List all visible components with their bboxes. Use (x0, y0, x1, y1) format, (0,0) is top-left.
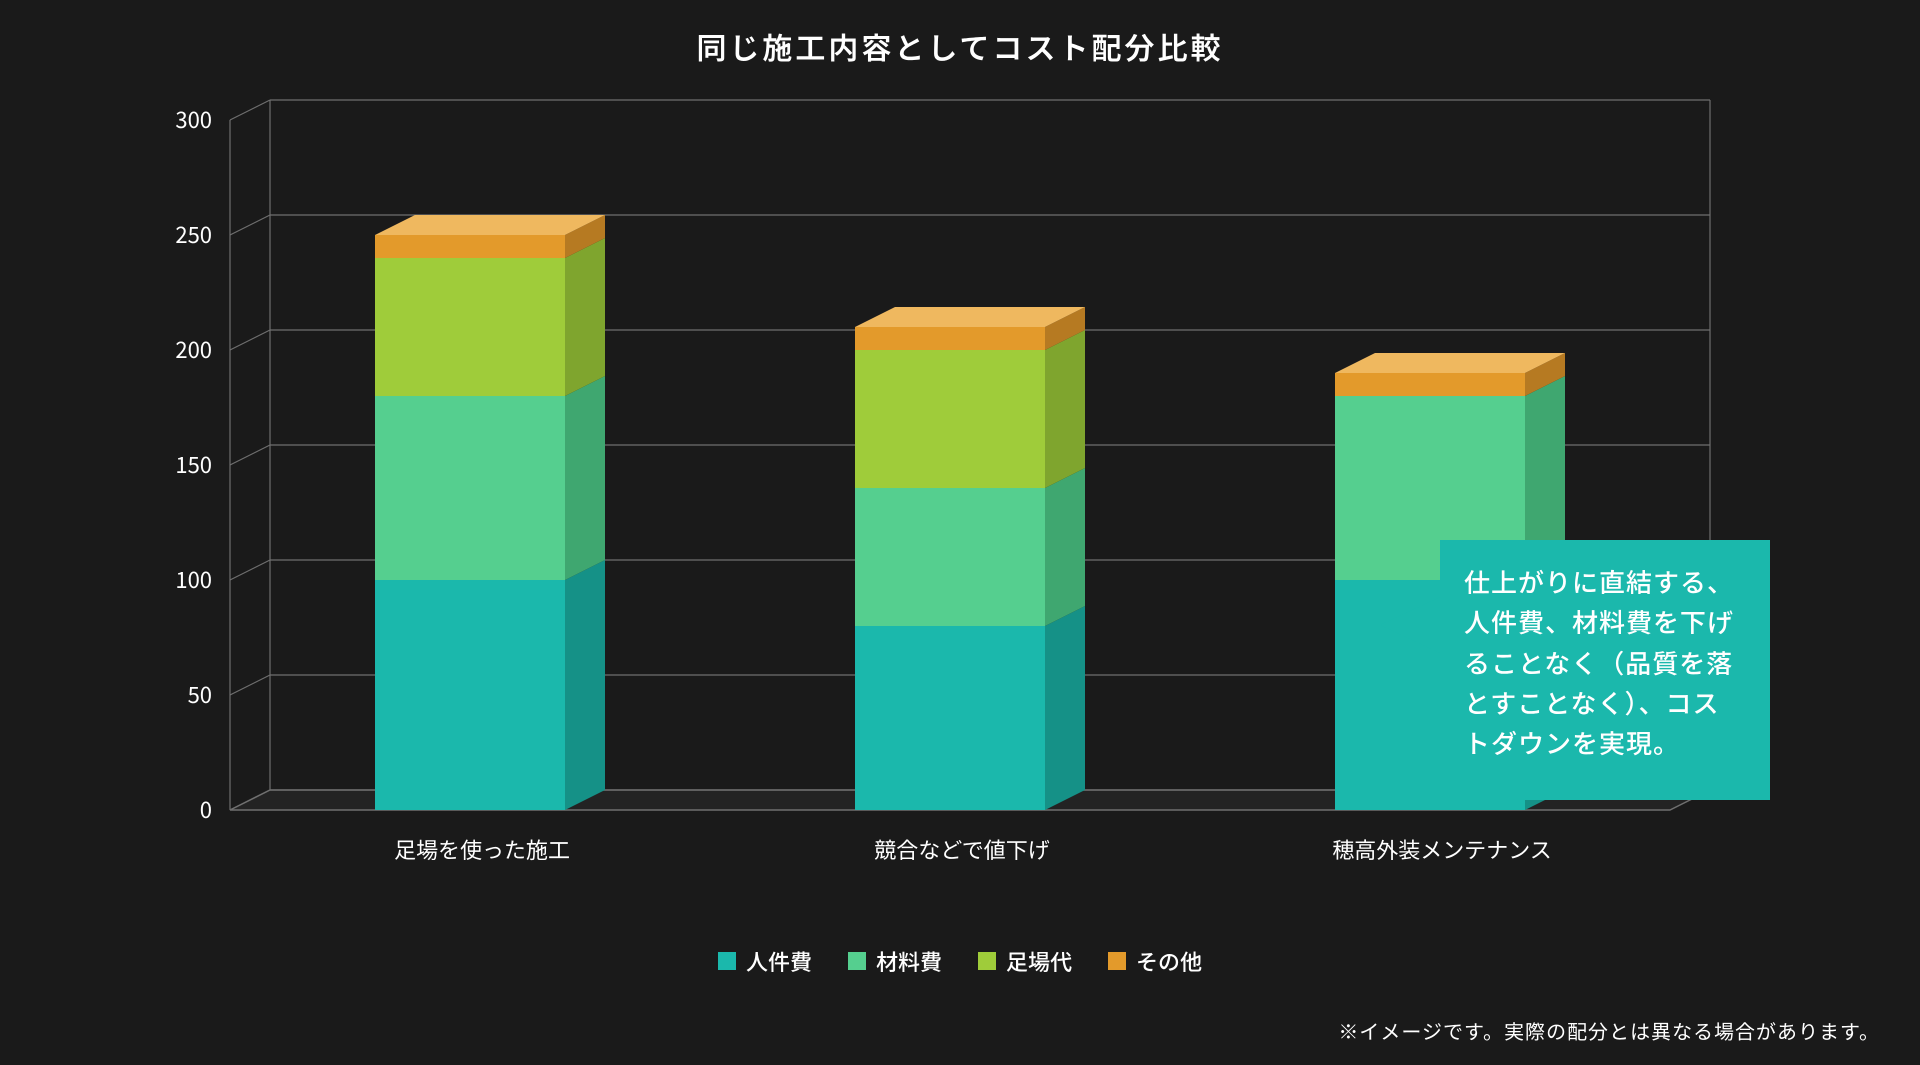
svg-text:300: 300 (175, 103, 212, 135)
callout-arrow-icon (1380, 597, 1440, 653)
callout-text: 仕上がりに直結する、人件費、材料費を下げることなく（品質を落とすことなく）、コス… (1464, 563, 1734, 761)
svg-text:競合などで値下げ: 競合などで値下げ (874, 833, 1050, 865)
disclaimer-text: ※イメージです。実際の配分とは異なる場合があります。 (1338, 1016, 1880, 1045)
svg-text:150: 150 (175, 448, 212, 480)
legend-item: 材料費 (848, 945, 942, 977)
legend-item: その他 (1108, 945, 1202, 977)
legend-swatch-icon (718, 952, 736, 970)
legend-label: 足場代 (1006, 945, 1072, 977)
legend: 人件費 材料費 足場代 その他 (0, 945, 1920, 977)
legend-label: 材料費 (876, 945, 942, 977)
svg-text:100: 100 (175, 563, 212, 595)
legend-label: その他 (1136, 945, 1202, 977)
svg-text:250: 250 (175, 218, 212, 250)
legend-swatch-icon (978, 952, 996, 970)
svg-text:穂高外装メンテナンス: 穂高外装メンテナンス (1332, 833, 1552, 865)
legend-item: 足場代 (978, 945, 1072, 977)
svg-text:50: 50 (188, 678, 212, 710)
callout-box: 仕上がりに直結する、人件費、材料費を下げることなく（品質を落とすことなく）、コス… (1440, 540, 1770, 800)
chart-title: 同じ施工内容としてコスト配分比較 (0, 24, 1920, 68)
legend-label: 人件費 (746, 945, 812, 977)
chart-stage: 同じ施工内容としてコスト配分比較 0 50 100 150 200 250 300 足場を使っ… (0, 0, 1920, 1065)
svg-text:0: 0 (200, 793, 212, 825)
legend-swatch-icon (848, 952, 866, 970)
svg-text:足場を使った施工: 足場を使った施工 (394, 833, 570, 865)
legend-item: 人件費 (718, 945, 812, 977)
svg-text:200: 200 (175, 333, 212, 365)
legend-swatch-icon (1108, 952, 1126, 970)
